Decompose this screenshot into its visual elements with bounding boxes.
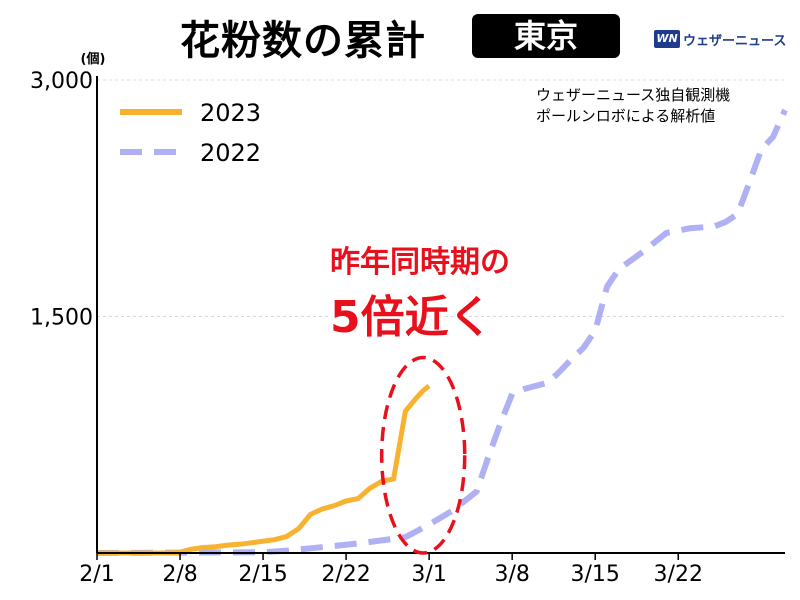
x-tick-label-4: 3/1 (411, 562, 446, 587)
series-2023-line (97, 383, 431, 556)
city-badge: 東京 (472, 14, 620, 58)
source-note-line-0: ウェザーニュース独自観測機 (536, 86, 730, 104)
chart-title: 花粉数の累計 (180, 18, 426, 64)
source-note-line-1: ポールンロボによる解析値 (536, 107, 715, 125)
x-tick-label-7: 3/22 (654, 562, 703, 587)
brand: WN ウェザーニュース (654, 28, 786, 50)
x-tick-label-0: 2/1 (79, 562, 114, 587)
header: 花粉数の累計 東京 WN ウェザーニュース (0, 6, 800, 64)
axes (96, 76, 785, 560)
weathernews-logo-icon: WN (654, 30, 680, 48)
legend-label-2022: 2022 (200, 139, 261, 167)
brand-name: ウェザーニュース (683, 33, 787, 49)
labels-group: 3,000 1,500 (個) 2/1 2/8 2/15 2/22 3/1 3/8 3/15 3/2… (30, 51, 730, 587)
y-tick-label-0: 3,000 (30, 69, 93, 94)
annotation-group (379, 355, 467, 555)
legend-label-2023: 2023 (200, 99, 261, 127)
gridlines (97, 79, 785, 317)
x-tick-label-6: 3/15 (571, 562, 620, 587)
y-tick-label-1: 1,500 (30, 306, 93, 331)
x-tick-label-2: 2/15 (238, 562, 287, 587)
x-tick-label-1: 2/8 (162, 562, 197, 587)
highlight-ellipse (379, 355, 467, 555)
callout-line-2: 5倍近く (330, 292, 493, 343)
x-tick-label-3: 2/22 (321, 562, 370, 587)
y-axis-unit: (個) (81, 51, 106, 67)
series-2022-line (96, 108, 788, 556)
callout-line-1: 昨年同時期の (330, 245, 510, 280)
x-tick-label-5: 3/8 (494, 562, 529, 587)
series-2023-group (97, 383, 431, 556)
series-2022-group (96, 108, 788, 556)
